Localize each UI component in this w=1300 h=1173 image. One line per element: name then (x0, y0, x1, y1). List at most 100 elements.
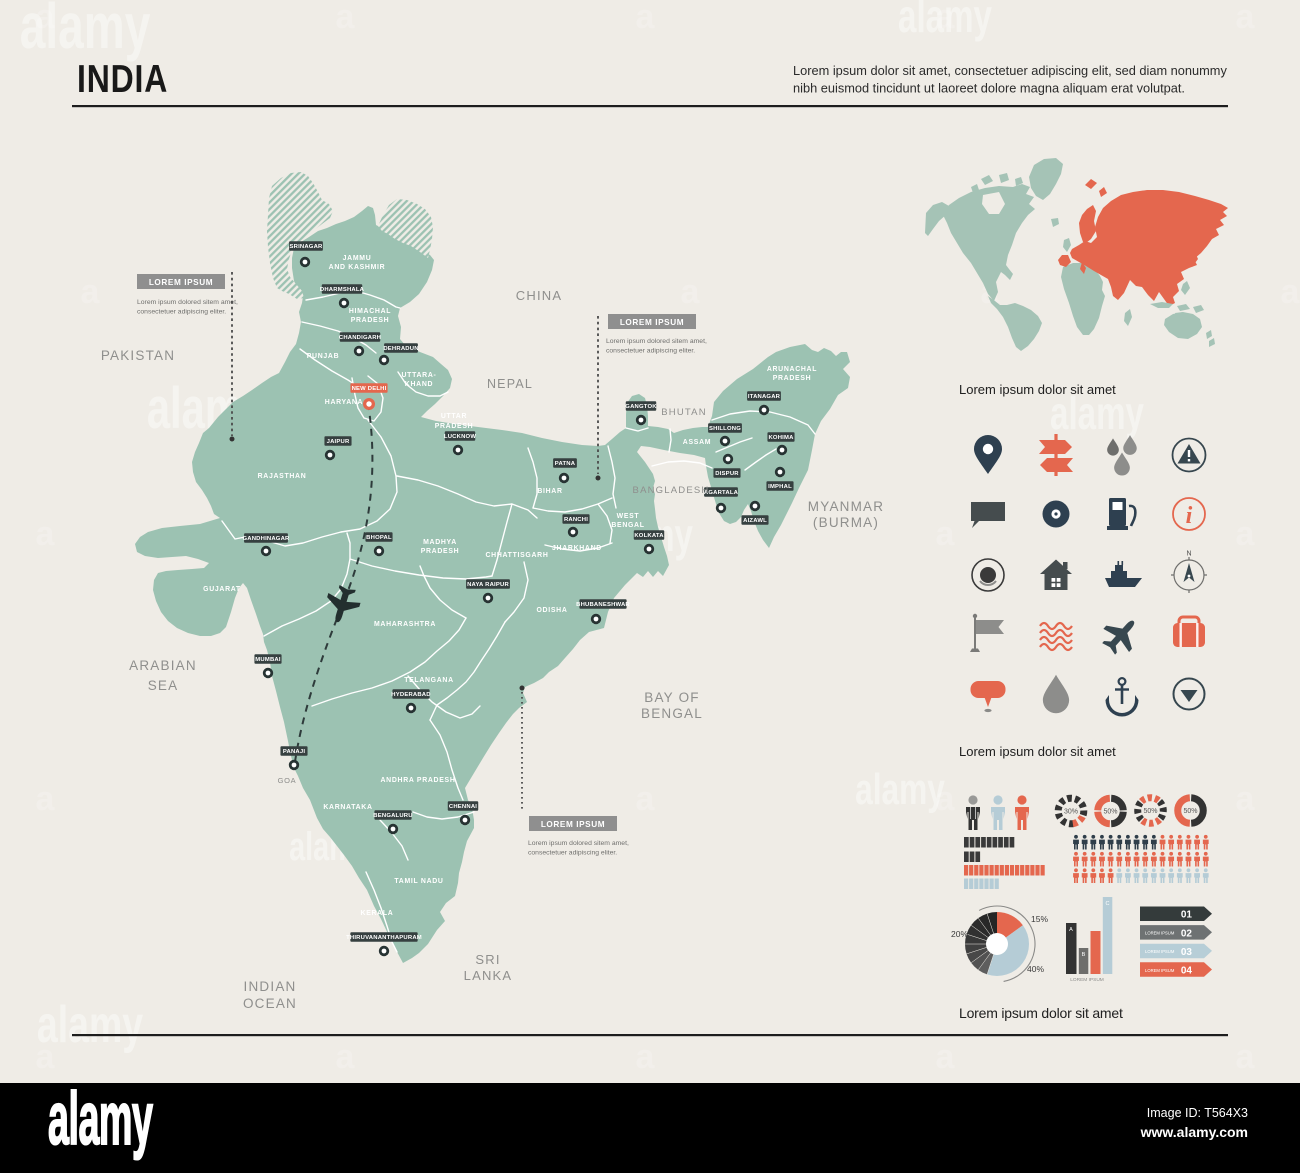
svg-text:NAYA RAIPUR: NAYA RAIPUR (467, 582, 509, 588)
svg-text:N: N (1186, 551, 1191, 558)
svg-text:AND KASHMIR: AND KASHMIR (329, 264, 386, 271)
svg-text:TELANGANA: TELANGANA (404, 677, 454, 684)
svg-text:LOREM IPSUM: LOREM IPSUM (1145, 968, 1175, 973)
svg-text:RANCHI: RANCHI (564, 517, 588, 523)
svg-text:NEPAL: NEPAL (487, 377, 533, 391)
svg-text:Lorem ipsum dolor sit amet, co: Lorem ipsum dolor sit amet, consectetuer… (793, 63, 1227, 78)
svg-text:a: a (81, 273, 101, 311)
svg-text:PUNJAB: PUNJAB (307, 353, 340, 360)
svg-text:LOREM IPSUM: LOREM IPSUM (620, 318, 684, 327)
svg-text:PRADESH: PRADESH (435, 423, 474, 430)
svg-text:WEST: WEST (617, 513, 640, 520)
svg-text:A: A (1069, 927, 1073, 933)
svg-text:Lorem ipsum dolored sitem amet: Lorem ipsum dolored sitem amet, (137, 299, 238, 306)
svg-text:KOHIMA: KOHIMA (768, 435, 794, 441)
svg-text:BAY OF: BAY OF (644, 690, 699, 705)
svg-text:ASSAM: ASSAM (683, 439, 711, 446)
svg-text:KERALA: KERALA (361, 910, 394, 917)
svg-text:30%: 30% (1064, 809, 1078, 816)
svg-text:a: a (636, 1038, 656, 1076)
svg-text:consectetuer adipiscing eliter: consectetuer adipiscing eliter. (528, 850, 617, 857)
svg-text:AIZAWL: AIZAWL (743, 518, 767, 524)
svg-text:a: a (1236, 1038, 1256, 1076)
svg-text:LOREM IPSUM: LOREM IPSUM (541, 820, 605, 829)
svg-text:OCEAN: OCEAN (243, 996, 297, 1011)
svg-text:a: a (36, 515, 56, 553)
svg-text:a: a (936, 0, 956, 36)
svg-text:50%: 50% (1103, 809, 1117, 816)
svg-text:PATNA: PATNA (555, 461, 576, 467)
svg-text:B: B (1082, 952, 1086, 958)
svg-text:CHANDIGARH: CHANDIGARH (339, 335, 381, 341)
svg-text:a: a (36, 0, 56, 36)
svg-text:CHINA: CHINA (516, 288, 562, 303)
svg-text:DEHRADUN: DEHRADUN (383, 346, 418, 352)
svg-text:a: a (36, 780, 56, 818)
svg-text:GUJARAT: GUJARAT (203, 586, 241, 593)
svg-text:BENGAL: BENGAL (641, 706, 703, 721)
svg-text:INDIAN: INDIAN (244, 979, 297, 994)
svg-text:50%: 50% (1143, 808, 1157, 815)
svg-text:BANGLADESH: BANGLADESH (633, 485, 710, 496)
svg-text:20%: 20% (951, 929, 968, 939)
svg-text:BENGALURU: BENGALURU (373, 813, 412, 819)
svg-text:THIRUVANANTHAPURAM: THIRUVANANTHAPURAM (346, 935, 422, 941)
svg-text:JHARKHAND: JHARKHAND (552, 545, 602, 552)
svg-text:AGARTALA: AGARTALA (704, 490, 739, 496)
svg-text:HARYANA: HARYANA (325, 399, 363, 406)
svg-text:a: a (1281, 273, 1300, 311)
svg-text:a: a (1236, 0, 1256, 36)
svg-text:RAJASTHAN: RAJASTHAN (258, 473, 307, 480)
svg-text:SRINAGAR: SRINAGAR (289, 244, 323, 250)
svg-text:a: a (636, 0, 656, 36)
svg-text:BIHAR: BIHAR (537, 488, 562, 495)
svg-text:CHENNAI: CHENNAI (449, 804, 477, 810)
svg-text:LANKA: LANKA (464, 968, 513, 983)
svg-text:IMPHAL: IMPHAL (768, 484, 792, 490)
svg-text:KHAND: KHAND (405, 381, 433, 388)
svg-text:CHHATTISGARH: CHHATTISGARH (485, 552, 548, 559)
svg-text:LOREM IPSUM: LOREM IPSUM (149, 278, 213, 287)
svg-text:Lorem ipsum dolored sitem amet: Lorem ipsum dolored sitem amet, (528, 840, 629, 847)
svg-text:a: a (36, 1038, 56, 1076)
svg-text:ODISHA: ODISHA (537, 607, 568, 614)
svg-text:Lorem ipsum dolor sit amet: Lorem ipsum dolor sit amet (959, 382, 1116, 397)
svg-text:BHUTAN: BHUTAN (661, 407, 707, 418)
svg-text:a: a (636, 780, 656, 818)
svg-text:alamy: alamy (855, 765, 945, 814)
svg-text:INDIA: INDIA (77, 57, 168, 101)
svg-text:SRI: SRI (475, 952, 500, 967)
svg-text:15%: 15% (1031, 914, 1048, 924)
svg-text:MUMBAI: MUMBAI (255, 657, 281, 663)
svg-text:ITANAGAR: ITANAGAR (748, 394, 781, 400)
svg-text:SEA: SEA (148, 678, 179, 693)
svg-text:i: i (1186, 503, 1193, 529)
svg-text:GOA: GOA (278, 776, 297, 785)
svg-text:alamy: alamy (20, 0, 151, 62)
svg-text:alamy: alamy (898, 0, 992, 42)
svg-text:Lorem ipsum dolor sit amet: Lorem ipsum dolor sit amet (959, 1005, 1123, 1021)
svg-text:PAKISTAN: PAKISTAN (101, 348, 175, 363)
svg-text:TAMIL NADU: TAMIL NADU (394, 878, 443, 885)
svg-text:DISPUR: DISPUR (715, 471, 739, 477)
svg-text:GANDHINAGAR: GANDHINAGAR (242, 536, 290, 542)
svg-text:ARUNACHAL: ARUNACHAL (767, 366, 817, 373)
svg-text:a: a (936, 1038, 956, 1076)
svg-text:www.alamy.com: www.alamy.com (1140, 1124, 1248, 1140)
svg-text:03: 03 (1181, 947, 1193, 958)
svg-text:alamy: alamy (37, 995, 143, 1054)
svg-text:Image ID: T564X3: Image ID: T564X3 (1147, 1106, 1248, 1120)
svg-text:a: a (1236, 515, 1256, 553)
svg-text:(BURMA): (BURMA) (813, 515, 879, 530)
svg-text:ARABIAN: ARABIAN (129, 658, 197, 673)
svg-text:a: a (936, 515, 956, 553)
svg-text:MADHYA: MADHYA (423, 539, 457, 546)
svg-text:LOREM IPSUM: LOREM IPSUM (1145, 931, 1175, 936)
svg-text:JAMMU: JAMMU (343, 255, 372, 262)
svg-text:PRADESH: PRADESH (421, 548, 460, 555)
svg-text:GANGTOK: GANGTOK (625, 404, 657, 410)
svg-text:UTTARA-: UTTARA- (401, 372, 436, 379)
svg-text:JAIPUR: JAIPUR (327, 439, 350, 445)
svg-text:40%: 40% (1027, 964, 1044, 974)
svg-text:consectetuer adipiscing eliter: consectetuer adipiscing eliter. (606, 348, 695, 355)
